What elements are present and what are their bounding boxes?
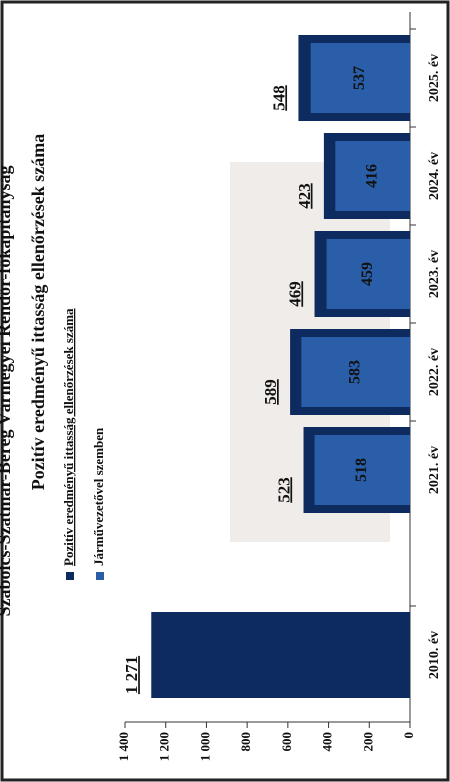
- value-label: 459: [359, 262, 376, 286]
- y-tick-label: 1 200: [157, 732, 172, 761]
- value-label: 548: [269, 85, 288, 111]
- chart-title: Pozitív eredményű ittasság ellenőrzések …: [28, 134, 48, 491]
- bar: [314, 435, 410, 505]
- bar: [310, 43, 410, 113]
- y-tick-label: 600: [279, 732, 294, 752]
- bar: [326, 239, 410, 309]
- value-label: 523: [274, 477, 293, 503]
- legend-swatch: [96, 572, 104, 580]
- x-tick-label: 2010. év: [427, 631, 442, 679]
- y-tick-label: 200: [360, 732, 375, 752]
- y-tick-label: 800: [238, 732, 253, 752]
- value-label: 423: [295, 183, 314, 209]
- x-tick-label: 2025. év: [427, 54, 442, 102]
- legend-label: Járművezetővel szemben: [91, 427, 106, 566]
- legend-label: Pozitív eredményű ittasság ellenőrzések …: [61, 308, 76, 566]
- bar: [335, 141, 411, 211]
- x-tick-label: 2023. év: [427, 250, 442, 298]
- x-tick-label: 2022. év: [427, 348, 442, 396]
- y-tick-label: 1 000: [197, 732, 212, 761]
- chart: Szabolcs-Szatmár-Bereg Vármegyei Rendőr-…: [0, 12, 442, 761]
- value-label: 583: [346, 360, 363, 384]
- x-tick-label: 2021. év: [427, 446, 442, 494]
- bar: [151, 612, 410, 698]
- value-label: 589: [261, 379, 280, 405]
- header: Szabolcs-Szatmár-Bereg Vármegyei Rendőr-…: [0, 166, 14, 617]
- value-label: 469: [285, 281, 304, 307]
- value-label: 518: [353, 458, 370, 482]
- value-label: 416: [363, 164, 380, 188]
- value-label: 537: [351, 66, 368, 90]
- y-tick-label: 400: [320, 732, 335, 752]
- y-tick-label: 0: [401, 732, 416, 739]
- y-tick-label: 1 400: [116, 732, 131, 761]
- bar: [301, 337, 411, 407]
- legend-swatch: [66, 572, 74, 580]
- x-tick-label: 2024. év: [427, 152, 442, 200]
- value-label: 1 271: [122, 656, 141, 694]
